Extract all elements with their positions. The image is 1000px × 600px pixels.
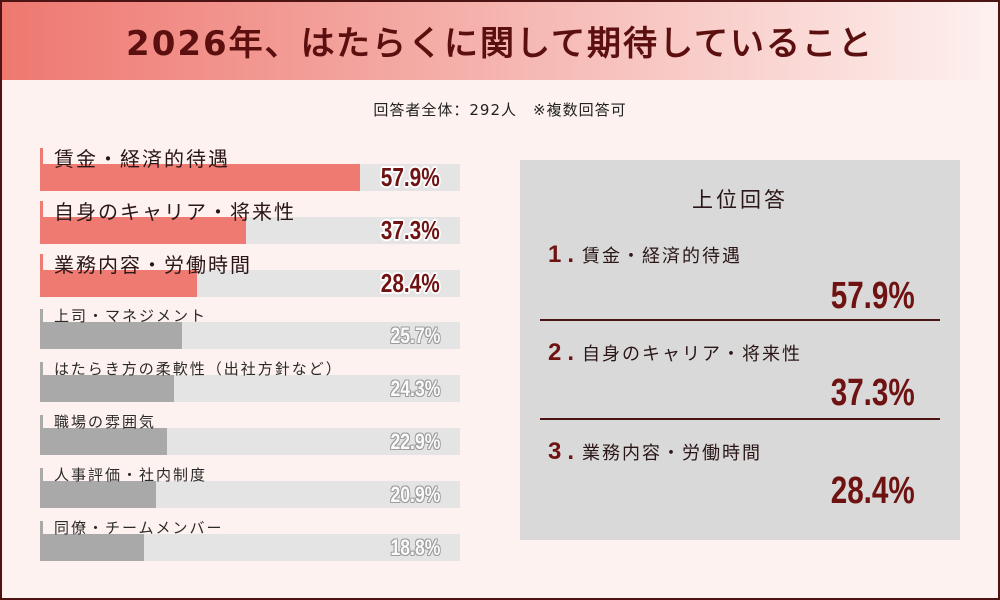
- bar: [40, 428, 167, 455]
- bar-row: 同僚・チームメンバー 18.8%: [40, 516, 460, 562]
- bar-accent: [40, 148, 43, 164]
- bar-label: 賃金・経済的待遇: [54, 147, 230, 171]
- bar-accent: [40, 415, 43, 428]
- panel-heading: 上位回答: [692, 188, 788, 212]
- bar-row: 上司・マネジメント 25.7%: [40, 304, 460, 350]
- rank-label: 自身のキャリア・将来性: [582, 344, 803, 365]
- rank-value: 37.3%: [830, 372, 915, 414]
- divider: [540, 418, 940, 420]
- bar-accent: [40, 200, 43, 217]
- respondent-note: 回答者全体：292人 ※複数回答可: [373, 101, 627, 119]
- bar: [40, 533, 144, 561]
- rank-number: 2.: [548, 339, 581, 366]
- bar-accent: [40, 362, 43, 376]
- rank-label: 賃金・経済的待遇: [582, 246, 743, 267]
- rank-item-1: 1. 賃金・経済的待遇: [548, 241, 742, 269]
- bar-label: はたらき方の柔軟性（出社方針など）: [54, 360, 343, 379]
- bar-value-label: 18.8%: [390, 534, 440, 560]
- rank-item-3: 3. 業務内容・労働時間: [548, 438, 762, 466]
- rank-value: 57.9%: [830, 275, 915, 317]
- bar: [40, 375, 175, 403]
- bar-row: はたらき方の柔軟性（出社方針など） 24.3%: [40, 357, 460, 403]
- bar: [40, 216, 247, 244]
- bar-accent: [40, 309, 43, 323]
- bar-row: 職場の雰囲気 22.9%: [40, 410, 460, 456]
- bar-row: 業務内容・労働時間 28.4%: [40, 252, 460, 298]
- bar-label: 同僚・チームメンバー: [54, 518, 224, 537]
- bar-value-label: 28.4%: [381, 267, 440, 298]
- rank-item-2: 2. 自身のキャリア・将来性: [548, 339, 802, 367]
- bar-value-label: 57.9%: [381, 162, 440, 192]
- bar: [40, 164, 360, 191]
- rank-number: 1.: [548, 241, 581, 268]
- bar-label: 業務内容・労働時間: [54, 252, 252, 277]
- title-banner: [0, 0, 1000, 80]
- rank-value: 28.4%: [830, 470, 915, 512]
- bar: [40, 322, 183, 350]
- bar-value-label: 20.9%: [390, 481, 440, 507]
- bar-chart: 賃金・経済的待遇 57.9% 自身のキャリア・将来性 37.3% 業務内容・労働時間 28…: [40, 0, 460, 600]
- bar: [40, 480, 156, 508]
- bar-value-label: 22.9%: [390, 429, 440, 454]
- bar-row: 自身のキャリア・将来性 37.3%: [40, 199, 460, 245]
- top-answers-panel: 上位回答 1. 賃金・経済的待遇 57.9% 2. 自身のキャリア・将来性 37.3…: [520, 160, 960, 540]
- bar-row: 人事評価・社内制度 20.9%: [40, 463, 460, 509]
- bar-row: 賃金・経済的待遇 57.9%: [40, 146, 460, 192]
- divider: [540, 319, 940, 321]
- bar-label: 人事評価・社内制度: [54, 465, 208, 484]
- bar-value-label: 37.3%: [381, 214, 440, 245]
- rank-label: 業務内容・労働時間: [582, 443, 763, 464]
- bar-value-label: 24.3%: [390, 376, 440, 402]
- bar-accent: [40, 520, 43, 534]
- bar-accent: [40, 467, 43, 481]
- bar-value-label: 25.7%: [390, 323, 440, 349]
- bar-label: 上司・マネジメント: [54, 307, 208, 326]
- bar-label: 職場の雰囲気: [54, 413, 157, 431]
- rank-number: 3.: [548, 438, 581, 465]
- bar-label: 自身のキャリア・将来性: [54, 199, 296, 224]
- bar: [40, 269, 197, 297]
- bar-accent: [40, 253, 43, 270]
- page-title: 2026年、はたらくに関して期待していること: [126, 24, 874, 64]
